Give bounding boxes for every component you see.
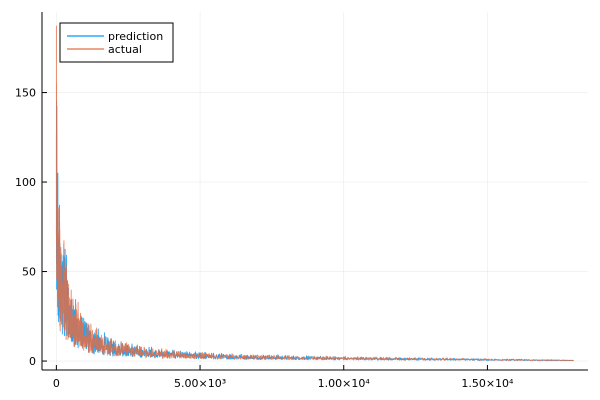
legend: prediction actual	[59, 22, 174, 63]
legend-label-actual: actual	[108, 43, 142, 56]
x-tick-label: 0	[53, 377, 60, 390]
legend-box	[59, 22, 174, 63]
y-tick-label: 50	[22, 266, 36, 279]
legend-label-prediction: prediction	[108, 30, 163, 43]
series-line-prediction	[55, 100, 574, 362]
x-tick-label: 5.00×10³	[174, 377, 226, 390]
y-tick-label: 150	[15, 87, 36, 100]
series-layer	[55, 25, 574, 362]
y-tick-label: 100	[15, 176, 36, 189]
gridlines	[42, 12, 588, 370]
tick-layer: 0 50 100 150 0 5.00×10³ 1.00×10⁴ 1.50×10⁴	[15, 87, 514, 390]
x-tick-label: 1.00×10⁴	[318, 377, 371, 390]
y-tick-label: 0	[29, 355, 36, 368]
x-tick-label: 1.50×10⁴	[461, 377, 514, 390]
axes	[41, 12, 588, 371]
series-line-actual	[55, 25, 574, 362]
